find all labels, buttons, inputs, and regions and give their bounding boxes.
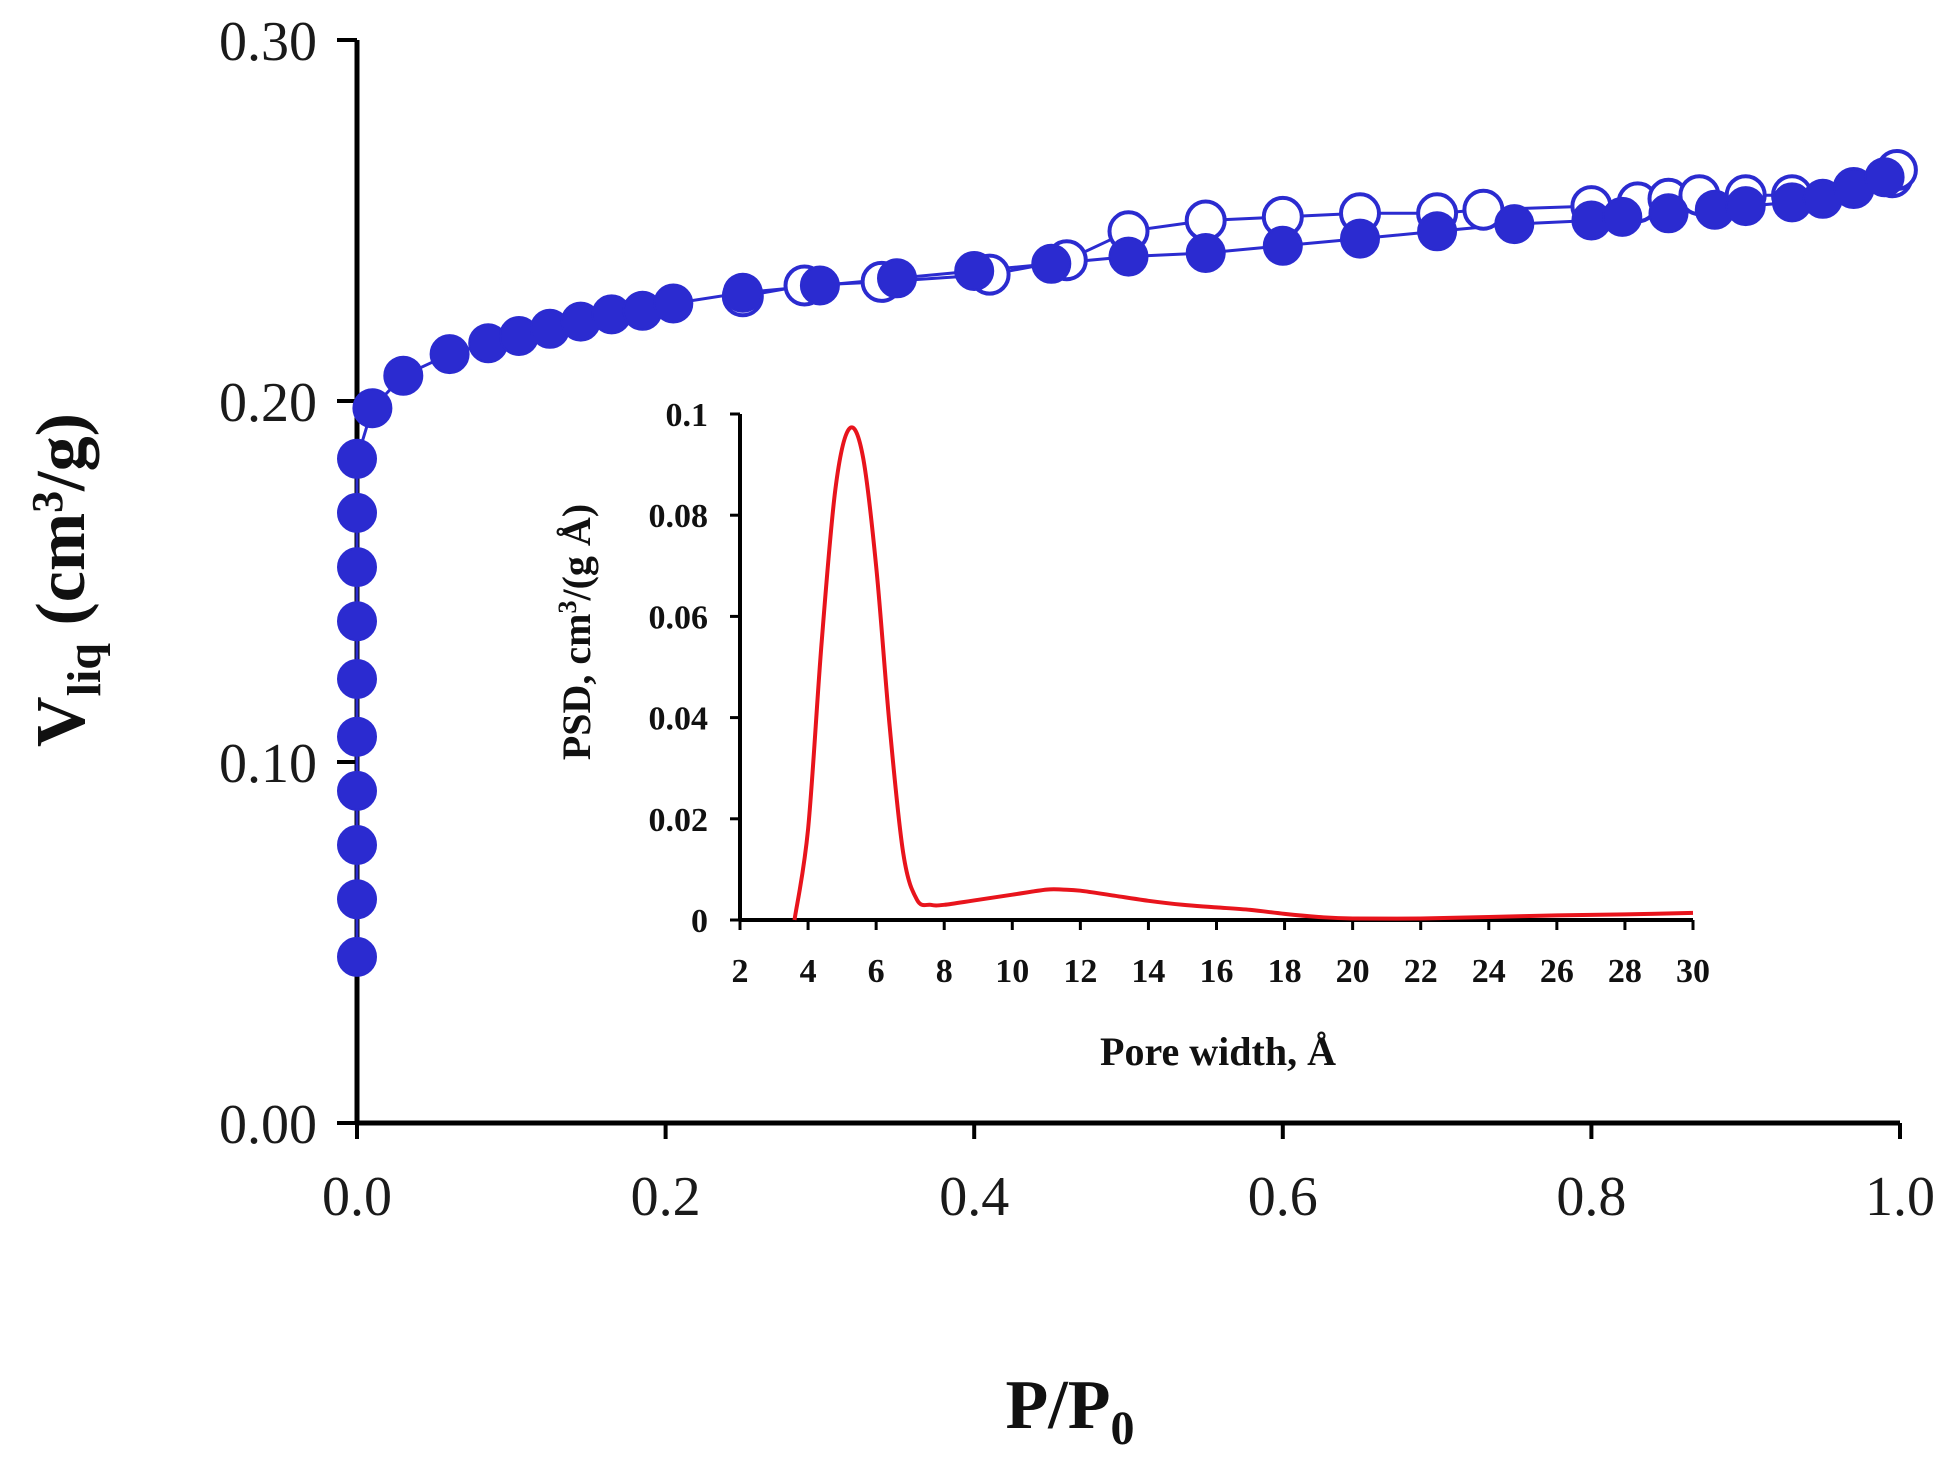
main-x-tick-label: 0.2 [631, 1166, 701, 1228]
inset-x-tick-label: 20 [1336, 953, 1370, 990]
adsorption-point [1185, 233, 1226, 273]
main-x-tick-labels: 0.0 0.2 0.4 0.6 0.8 1.0 [322, 1166, 1935, 1228]
adsorption-point [722, 272, 763, 313]
inset-y-tick-label: 0.04 [649, 701, 709, 738]
inset-x-tick-label: 24 [1472, 953, 1506, 990]
inset-y-tick-label: 0.08 [649, 498, 709, 535]
adsorption-point [337, 770, 377, 811]
adsorption-point [877, 258, 917, 299]
inset-psd-line [792, 425, 1694, 921]
inset-x-axis-title: Pore width, Å [1100, 1029, 1336, 1074]
adsorption-point [337, 825, 377, 865]
adsorption-point [1417, 211, 1458, 252]
main-x-axis-title: P/P0 [1006, 1367, 1135, 1455]
adsorption-point [1864, 157, 1905, 198]
adsorption-point [799, 265, 840, 306]
inset-y-tick-label: 0 [691, 903, 708, 940]
inset-x-tick-label: 18 [1268, 953, 1302, 990]
inset-y-tick-label: 0.02 [649, 802, 709, 839]
inset-y-axis-title: PSD, cm3/(g Å) [553, 504, 599, 760]
main-x-tick-label: 1.0 [1865, 1166, 1935, 1228]
adsorption-point [1602, 196, 1643, 237]
adsorption-point [1648, 193, 1689, 234]
adsorption-point [352, 388, 393, 429]
inset-x-tick-label: 28 [1608, 953, 1642, 990]
main-y-tick-label: 0.10 [219, 733, 317, 795]
inset-x-tick-label: 8 [936, 953, 953, 990]
inset-x-tick-labels: 2 4 6 8 10 12 14 16 18 20 22 24 26 28 30 [732, 953, 1711, 990]
main-y-tick-labels: 0.00 0.10 0.20 0.30 [219, 11, 317, 1156]
inset-axes [730, 412, 1695, 930]
adsorption-point [1108, 236, 1149, 277]
adsorption-point [337, 659, 377, 699]
adsorption-point [337, 601, 377, 642]
inset-x-tick-label: 6 [868, 953, 885, 990]
adsorption-point [337, 936, 377, 977]
main-x-tick-label: 0.4 [939, 1166, 1009, 1228]
adsorption-point [1031, 243, 1072, 284]
inset-x-tick-label: 10 [995, 953, 1029, 990]
inset-x-tick-label: 2 [732, 953, 749, 990]
psd-curve [792, 425, 1694, 921]
inset-x-tick-label: 30 [1676, 953, 1710, 990]
adsorption-point [1262, 225, 1303, 266]
adsorption-point [337, 879, 377, 920]
adsorption-point [337, 492, 377, 533]
adsorption-point [383, 355, 424, 396]
inset-x-tick-label: 22 [1404, 953, 1438, 990]
main-y-tick-label: 0.20 [219, 372, 317, 434]
main-x-tick-label: 0.0 [322, 1166, 392, 1228]
inset-chart: 2 4 6 8 10 12 14 16 18 20 22 24 26 28 30 00.020.040.06… [553, 397, 1710, 1074]
main-y-tick-label: 0.30 [219, 11, 317, 73]
inset-y-tick-labels: 0 0.02 0.04 0.06 0.08 0.1 [649, 397, 709, 940]
adsorption-point [653, 283, 694, 324]
inset-x-tick-label: 12 [1063, 953, 1097, 990]
inset-y-tick-label: 0.1 [666, 397, 709, 434]
main-y-axis-title: Vliq (cm3/g) [23, 413, 111, 747]
inset-x-tick-label: 16 [1200, 953, 1234, 990]
inset-x-tick-label: 14 [1131, 953, 1165, 990]
adsorption-point [954, 251, 995, 291]
adsorption-point [1725, 186, 1766, 227]
adsorption-point [337, 547, 377, 588]
adsorption-point [337, 438, 377, 479]
main-chart: 0.0 0.2 0.4 0.6 0.8 1.0 0.000.100.200.30 P/P0… [23, 11, 1935, 1455]
main-data-points [337, 149, 1918, 977]
main-y-tick-label: 0.00 [219, 1094, 317, 1156]
adsorption-point [429, 334, 470, 375]
adsorption-point [337, 716, 377, 757]
inset-x-tick-label: 4 [800, 953, 817, 990]
inset-x-tick-label: 26 [1540, 953, 1574, 990]
adsorption-point [1340, 218, 1380, 259]
main-x-tick-label: 0.6 [1248, 1166, 1318, 1228]
adsorption-point [1494, 204, 1535, 245]
inset-y-tick-label: 0.06 [649, 599, 709, 636]
main-x-tick-label: 0.8 [1556, 1166, 1626, 1228]
